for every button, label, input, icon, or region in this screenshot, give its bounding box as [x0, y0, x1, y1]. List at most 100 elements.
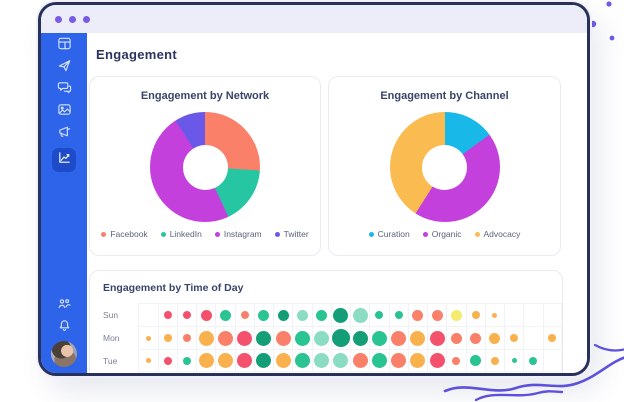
channel-legend: Curation Organic Advocacy	[329, 229, 560, 239]
sidebar-item-megaphone[interactable]	[52, 122, 76, 146]
data-bubble[interactable]	[431, 309, 443, 321]
image-icon	[57, 102, 72, 122]
data-bubble[interactable]	[198, 353, 214, 368]
legend-item-instagram[interactable]: Instagram	[214, 229, 262, 239]
data-bubble[interactable]	[182, 311, 191, 319]
punchcard-row-tue: Tue	[103, 349, 562, 372]
sidebar-item-notifications[interactable]	[52, 316, 76, 340]
data-bubble[interactable]	[391, 353, 407, 368]
data-bubble[interactable]	[314, 330, 330, 346]
window-control-dot[interactable]	[55, 15, 62, 23]
user-avatar[interactable]	[51, 341, 77, 367]
data-bubble[interactable]	[219, 309, 231, 321]
punchcard-cell	[542, 326, 562, 349]
data-bubble[interactable]	[258, 309, 270, 321]
legend-item-organic[interactable]: Organic	[422, 229, 462, 239]
data-bubble[interactable]	[331, 329, 350, 347]
data-bubble[interactable]	[294, 330, 310, 346]
data-bubble[interactable]	[237, 330, 253, 346]
data-bubble[interactable]	[163, 334, 172, 342]
sidebar-item-analytics[interactable]	[52, 148, 76, 172]
data-bubble[interactable]	[470, 332, 482, 344]
data-bubble[interactable]	[492, 312, 498, 318]
data-bubble[interactable]	[511, 358, 517, 363]
punchcard-cell	[330, 326, 351, 349]
data-bubble[interactable]	[410, 353, 426, 368]
data-bubble[interactable]	[182, 334, 191, 342]
data-bubble[interactable]	[145, 335, 151, 341]
window-control-dot[interactable]	[83, 15, 90, 23]
sidebar-item-media[interactable]	[52, 100, 76, 124]
punchcard-cell	[215, 326, 235, 349]
data-bubble[interactable]	[450, 332, 462, 344]
punchcard-cell	[446, 326, 466, 349]
decor-dot-icon	[606, 1, 612, 7]
network-donut-chart[interactable]	[150, 112, 260, 222]
data-bubble[interactable]	[352, 307, 368, 323]
data-bubble[interactable]	[275, 330, 291, 346]
data-bubble[interactable]	[371, 353, 387, 368]
data-bubble[interactable]	[275, 353, 291, 368]
legend-item-curation[interactable]: Curation	[368, 229, 410, 239]
window-control-dot[interactable]	[69, 15, 76, 23]
data-bubble[interactable]	[198, 330, 214, 346]
data-bubble[interactable]	[217, 353, 233, 368]
data-bubble[interactable]	[294, 353, 310, 368]
legend-item-twitter[interactable]: Twitter	[274, 229, 309, 239]
data-bubble[interactable]	[237, 353, 253, 368]
data-bubble[interactable]	[277, 309, 289, 321]
data-bubble[interactable]	[490, 356, 499, 365]
data-bubble[interactable]	[410, 330, 426, 346]
data-bubble[interactable]	[391, 330, 407, 346]
sidebar-item-dashboard[interactable]	[52, 34, 76, 58]
data-bubble[interactable]	[548, 334, 557, 342]
data-bubble[interactable]	[452, 356, 461, 365]
data-bubble[interactable]	[314, 353, 330, 368]
data-bubble[interactable]	[510, 334, 519, 342]
data-bubble[interactable]	[471, 311, 480, 319]
data-bubble[interactable]	[394, 311, 403, 319]
data-bubble[interactable]	[352, 353, 368, 368]
data-bubble[interactable]	[256, 330, 272, 346]
punchcard-row-sun: Sun	[103, 303, 562, 326]
data-bubble[interactable]	[412, 309, 424, 321]
data-bubble[interactable]	[375, 311, 384, 319]
legend-item-advocacy[interactable]: Advocacy	[474, 229, 520, 239]
data-bubble[interactable]	[145, 358, 151, 363]
data-bubble[interactable]	[316, 309, 328, 321]
data-bubble[interactable]	[429, 330, 445, 346]
data-bubble[interactable]	[371, 330, 387, 346]
data-bubble[interactable]	[217, 330, 233, 346]
data-bubble[interactable]	[200, 309, 212, 321]
legend-item-linkedin[interactable]: LinkedIn	[160, 229, 202, 239]
punchcard-cell	[427, 303, 447, 326]
sidebar-item-team[interactable]	[52, 294, 76, 318]
data-bubble[interactable]	[163, 356, 172, 365]
punchcard-row-mon: Mon	[103, 326, 562, 349]
data-bubble[interactable]	[240, 311, 249, 319]
punchcard-cell	[465, 349, 485, 372]
data-bubble[interactable]	[333, 353, 349, 368]
legend-dot-icon	[214, 231, 220, 237]
data-bubble[interactable]	[182, 356, 191, 365]
punchcard-cell	[542, 349, 562, 372]
analytics-icon	[57, 150, 72, 170]
sidebar-item-send[interactable]	[52, 56, 76, 80]
data-bubble[interactable]	[333, 307, 349, 323]
sidebar-item-chat[interactable]	[52, 78, 76, 102]
data-bubble[interactable]	[529, 356, 538, 365]
data-bubble[interactable]	[352, 330, 368, 346]
row-label: Tue	[103, 355, 118, 366]
data-bubble[interactable]	[470, 355, 482, 366]
channel-donut-chart[interactable]	[389, 112, 500, 222]
legend-item-facebook[interactable]: Facebook	[101, 229, 148, 239]
data-bubble[interactable]	[489, 332, 501, 344]
data-bubble[interactable]	[450, 309, 462, 321]
data-bubble[interactable]	[429, 353, 445, 368]
data-bubble[interactable]	[296, 309, 308, 321]
punchcard-cell	[234, 303, 254, 326]
data-bubble[interactable]	[163, 311, 172, 319]
row-label: Sun	[103, 309, 119, 320]
data-bubble[interactable]	[256, 353, 272, 368]
punchcard-cell	[465, 303, 485, 326]
